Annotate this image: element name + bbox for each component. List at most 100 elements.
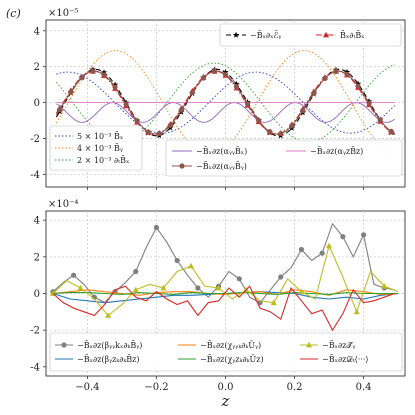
data-point: [100, 69, 108, 76]
axis-scale-label: ×10⁻⁵: [48, 8, 78, 19]
data-point: [366, 100, 372, 106]
series-line: [52, 244, 399, 317]
y-tick-label: 0: [34, 98, 40, 109]
legend-label: 5 × 10⁻³ B̄ₓ: [77, 132, 123, 141]
legend-bottom: −B̄ₓ∂z(βᵧᵧkₓ∂ₖB̄ᵧ) −B̄ₓ∂z(χᵧᵧₖ∂ₖŪᵧ) −B̄ₓ∂z…: [49, 332, 403, 372]
data-point: [319, 250, 325, 256]
legend-label: −B̄ₓ∂ₓℰ̄ᵧ: [250, 31, 281, 40]
legend-label: 2 × 10⁻³ ∂ₜB̄ₓ: [77, 156, 129, 165]
data-point: [298, 246, 305, 253]
data-point: [153, 224, 160, 231]
data-point: [354, 80, 362, 87]
data-point: [178, 107, 184, 113]
data-point: [174, 257, 180, 264]
data-point: [111, 81, 119, 88]
legend-bottom-right: −B̄ₓ∂z(αᵧᵧB̄ₓ) −B̄ₓ∂z(αᵧzB̄z) −B̄ₓ∂z(αᵧᵧB̄…: [165, 139, 403, 177]
y-tick-label: 2: [34, 62, 40, 73]
data-point: [355, 83, 361, 89]
x-tick-label: −0.2: [144, 382, 168, 393]
data-point: [236, 276, 242, 282]
x-tick-label: 0.2: [287, 382, 303, 393]
y-tick-label: 2: [34, 252, 40, 263]
x-tick-label: −0.4: [75, 382, 99, 393]
data-point: [300, 107, 306, 114]
data-point: [167, 122, 173, 128]
y-tick-label: -4: [30, 170, 40, 181]
y-tick-label: -2: [30, 134, 40, 145]
legend-frame: [49, 125, 143, 171]
data-point: [333, 68, 339, 75]
data-point: [278, 130, 284, 137]
data-point: [353, 308, 360, 315]
data-point: [381, 282, 388, 289]
series-line: [56, 71, 395, 134]
data-point: [101, 72, 107, 78]
data-point: [322, 75, 328, 81]
legend-label: −B̄ₓ∂z(βᵧᵧkₓ∂ₖB̄ᵧ): [77, 341, 142, 350]
data-point: [211, 68, 218, 74]
data-point: [132, 286, 139, 293]
data-point: [90, 68, 96, 74]
y-tick-label: -4: [30, 362, 40, 373]
data-point: [160, 284, 167, 291]
legend-top: −B̄ₓ∂ₓℰ̄ᵧ B̄ₓ∂ₜB̄ₓ: [219, 23, 402, 47]
data-point: [278, 274, 284, 280]
series-group: [49, 222, 399, 332]
data-point: [233, 84, 240, 90]
data-point: [105, 312, 112, 318]
legend-marker: [179, 163, 185, 169]
data-point: [156, 130, 162, 137]
data-point: [57, 106, 63, 113]
data-point: [377, 117, 383, 123]
data-point: [123, 101, 129, 107]
legend-marker: [61, 342, 67, 348]
series: [52, 289, 399, 296]
data-point: [298, 288, 305, 295]
data-point: [256, 117, 262, 124]
y-tick-label: 0: [34, 289, 40, 300]
data-point: [215, 284, 222, 291]
series: [56, 62, 395, 143]
series-line: [56, 62, 395, 143]
bottom-panel: −0.4 −0.2 0.0 0.2 0.4 -4 -2 0 2 4 ×10⁻⁴ −B̄ₓ∂z(βᵧᵧk…: [30, 199, 406, 410]
legend-label: −B̄ₓ∂z(αᵧᵧB̄ᵧ): [196, 162, 247, 171]
data-point: [267, 129, 273, 135]
series-line: [52, 289, 399, 296]
data-point: [133, 268, 139, 275]
data-point: [222, 71, 229, 78]
data-point: [289, 123, 295, 129]
legend-label: −B̄ₓ∂z(χᵧzₖ∂ₖŪz): [200, 355, 264, 364]
data-point: [71, 272, 77, 278]
x-tick-label: 0.0: [218, 382, 234, 393]
legend-frame: [165, 139, 403, 177]
data-point: [340, 234, 346, 240]
data-point: [344, 71, 350, 77]
data-point: [68, 89, 74, 95]
y-tick-label: -2: [30, 326, 40, 337]
data-point: [79, 75, 85, 81]
legend-label: −B̄ₓ∂z𝒯̄ᵧ: [322, 341, 355, 350]
legend-label: B̄ₓ∂ₜB̄ₓ: [340, 31, 365, 40]
data-point: [311, 90, 317, 96]
data-point: [134, 118, 140, 124]
data-point: [233, 80, 240, 88]
series-line: [52, 285, 395, 332]
data-point: [195, 285, 201, 291]
legend-label: −B̄ₓ∂z𝒟ₜ⟨···⟩: [322, 355, 369, 364]
data-point: [222, 68, 229, 75]
data-point: [189, 89, 195, 96]
data-point: [145, 129, 151, 135]
y-tick-label: 4: [34, 216, 40, 227]
legend-marker: [323, 31, 329, 38]
legend-marker: [306, 341, 312, 348]
legend-frame: [49, 332, 403, 372]
legend-marker: [232, 31, 240, 38]
data-point: [112, 84, 118, 90]
data-point: [270, 299, 277, 306]
data-point: [326, 242, 333, 249]
legend-label: −B̄ₓ∂z(αᵧᵧB̄ₓ): [196, 147, 247, 156]
data-point: [187, 262, 194, 269]
legend-frame: [219, 23, 402, 47]
series: [52, 285, 395, 332]
